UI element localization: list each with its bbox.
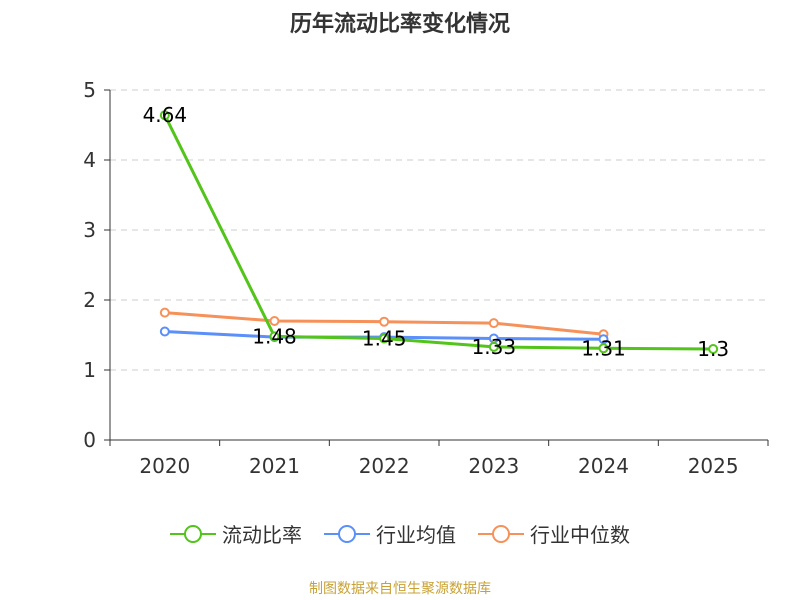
data-point [269, 331, 280, 342]
data-point [269, 316, 280, 326]
y-tick-label: 3 [83, 218, 96, 242]
x-tick-label: 2025 [688, 454, 739, 478]
legend-label: 流动比率 [222, 523, 302, 547]
series-points [159, 110, 719, 354]
data-point [488, 341, 499, 352]
x-tick-label: 2020 [139, 454, 190, 478]
data-point [488, 318, 499, 329]
legend-label: 行业均值 [376, 523, 456, 547]
source-note: 制图数据来自恒生聚源数据库 [309, 581, 491, 597]
legend-item[interactable]: 行业均值 [324, 519, 456, 548]
data-label: 1.3 [697, 337, 729, 361]
series-lines [163, 114, 714, 351]
chart-title: 历年流动比率变化情况 [289, 12, 510, 37]
data-point [598, 334, 609, 345]
x-tick-label: 2023 [468, 454, 519, 478]
legend-marker-icon [170, 524, 216, 543]
y-tick-label: 4 [83, 148, 96, 172]
x-tick-label: 2021 [249, 454, 300, 478]
legend-item[interactable]: 流动比率 [170, 519, 302, 548]
data-labels: 4.64 1.48 1.45 1.33 1.31 1.3 [143, 103, 730, 361]
legend-marker-icon [324, 524, 370, 543]
series-line [163, 114, 714, 351]
data-point [598, 343, 609, 354]
x-tick-label: 2022 [359, 454, 410, 478]
legend-item[interactable]: 行业中位数 [478, 519, 630, 548]
data-label: 4.64 [143, 103, 188, 127]
axes: 0 1 2 3 4 5 2020 2021 2022 2023 2024 2025 [83, 78, 769, 478]
data-point [159, 110, 170, 121]
data-point [379, 316, 390, 327]
y-tick-label: 1 [83, 358, 96, 382]
data-point [379, 333, 390, 344]
data-label: 1.33 [472, 335, 517, 359]
data-point [708, 344, 719, 354]
data-label: 1.48 [252, 324, 297, 348]
data-point [159, 326, 170, 337]
data-label: 1.45 [362, 327, 407, 351]
y-tick-label: 0 [83, 428, 96, 452]
legend-label: 行业中位数 [530, 523, 630, 547]
data-point [159, 307, 170, 318]
x-tick-label: 2024 [578, 454, 629, 478]
legend: 流动比率 行业均值 行业中位数 [0, 519, 800, 548]
grid-lines [110, 89, 768, 371]
y-tick-label: 2 [83, 288, 96, 312]
legend-marker-icon [478, 524, 524, 543]
data-label: 1.31 [581, 336, 626, 360]
y-tick-label: 5 [83, 78, 96, 102]
